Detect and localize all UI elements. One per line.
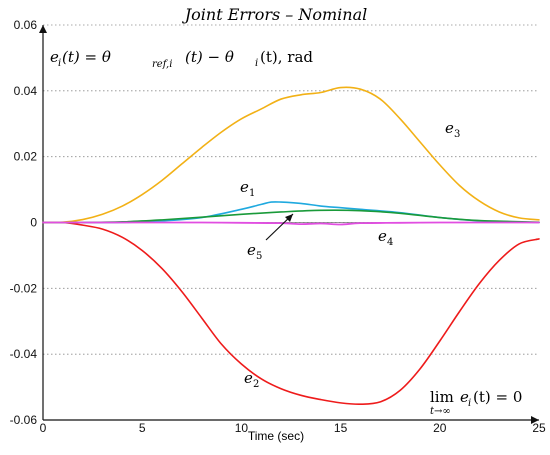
series-label-e4-main: e — [378, 227, 387, 245]
series-label-e2-main: e — [244, 369, 253, 387]
y-axis-arrowhead — [39, 25, 47, 33]
series-label-e2: e 2 — [244, 369, 259, 390]
series-label-e3-main: e — [445, 119, 454, 137]
x-tick-label: 15 — [334, 421, 348, 435]
lim-subscript: t→∞ — [430, 406, 451, 417]
lim-expression: e — [460, 388, 469, 406]
x-tick-label: 25 — [532, 421, 546, 435]
chart-title: Joint Errors – Nominal — [182, 5, 368, 24]
series-label-e2-sub: 2 — [253, 379, 259, 390]
series-label-e5: e 5 — [247, 241, 262, 262]
series-label-e3-sub: 3 — [454, 129, 460, 140]
series-layer — [42, 86, 540, 406]
y-tick-label: 0 — [30, 216, 37, 230]
annotation-layer: Joint Errors – Nominal Time (sec) e i (t… — [50, 5, 522, 443]
e5-pointer-arrowhead — [285, 214, 293, 222]
eq-e: e — [50, 48, 59, 66]
series-label-e4: e 4 — [378, 227, 393, 248]
x-axis-label: Time (sec) — [248, 429, 304, 443]
y-tick-label: 0.04 — [14, 84, 38, 98]
x-tick-label: 5 — [139, 421, 146, 435]
eq-mid: (t) = θ — [62, 48, 111, 66]
y-tick-label: -0.06 — [10, 413, 38, 427]
eq-rhs: (t) − θ — [185, 48, 234, 66]
x-tick-label: 10 — [235, 421, 249, 435]
lim-text: lim — [430, 388, 454, 406]
series-label-e4-sub: 4 — [387, 237, 393, 248]
y-tick-label: 0.02 — [14, 150, 38, 164]
eq-i-sub: i — [58, 58, 61, 69]
y-tick-label: -0.04 — [10, 347, 38, 361]
series-label-e1-main: e — [240, 178, 249, 196]
x-tick-label: 20 — [433, 421, 447, 435]
y-tick-label: -0.02 — [10, 281, 38, 295]
eq-i-sub-2: i — [255, 58, 258, 69]
series-label-e5-sub: 5 — [256, 251, 262, 262]
series-label-e1-sub: 1 — [249, 188, 255, 199]
series-label-e5-main: e — [247, 241, 256, 259]
series-label-e3: e 3 — [445, 119, 460, 140]
eq-end: (t), rad — [260, 48, 313, 66]
y-tick-label: 0.06 — [14, 18, 38, 32]
lim-equals-zero: (t) = 0 — [473, 388, 522, 406]
lim-index: i — [468, 398, 471, 409]
x-axis-arrowhead — [531, 416, 539, 424]
limit-annotation: lim t→∞ e i (t) = 0 — [430, 388, 522, 417]
series-e3-line — [42, 86, 540, 224]
series-label-e1: e 1 — [240, 178, 255, 199]
series-e5-line — [42, 221, 540, 226]
series-e2-line — [42, 221, 540, 406]
x-tick-label: 0 — [40, 421, 47, 435]
eq-ref-sub: ref,i — [152, 59, 172, 70]
equation-annotation: e i (t) = θ ref,i (t) − θ i (t), rad — [50, 48, 313, 70]
